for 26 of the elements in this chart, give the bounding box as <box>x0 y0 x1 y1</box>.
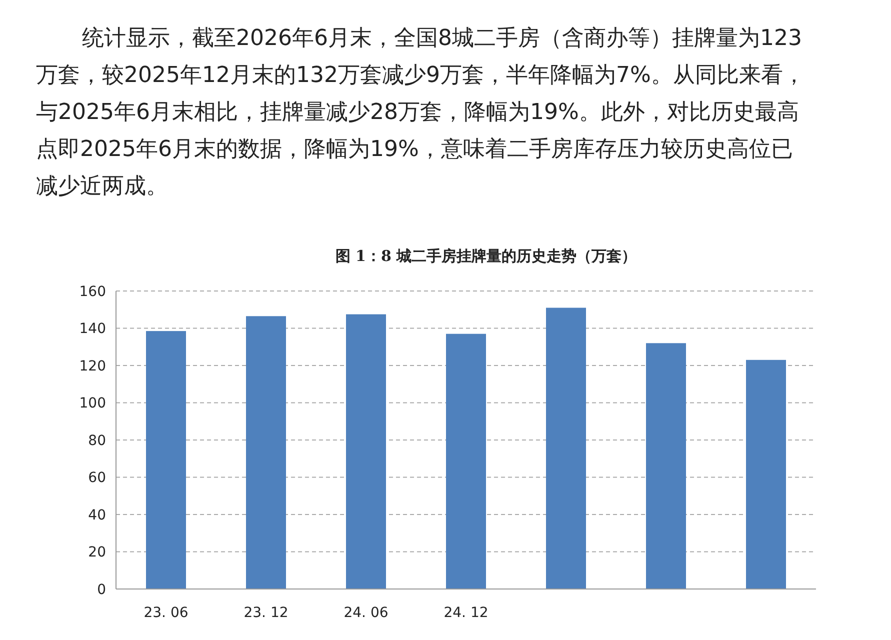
bar <box>146 331 186 589</box>
y-tick-label: 80 <box>88 432 106 449</box>
text: 减少近两成。 <box>36 174 168 199</box>
x-tick-label: 24. 12 <box>444 605 488 621</box>
x-tick-label: 23. 06 <box>144 605 188 621</box>
bar <box>646 343 686 589</box>
y-tick-label: 120 <box>79 358 106 374</box>
y-tick-label: 40 <box>88 507 106 524</box>
x-tick-label: 23. 12 <box>244 605 288 621</box>
bar <box>246 316 286 589</box>
bar <box>446 334 486 589</box>
text: 万套，较2025年12月末的132万套减少9万套，半年降幅为7%。从同比来看， <box>36 63 805 88</box>
x-tick-label: 24. 06 <box>344 605 388 621</box>
text: 统计显示，截至2026年6月末，全国8城二手房（含商办等）挂牌量为123 <box>82 26 802 51</box>
text: 点即2025年6月末的数据，降幅为19%，意味着二手房库存压力较历史高位已 <box>36 137 793 162</box>
bar <box>546 308 586 589</box>
y-tick-label: 140 <box>79 321 106 338</box>
y-tick-label: 60 <box>88 470 106 486</box>
text: 与2025年6月末相比，挂牌量减少28万套，降幅为19%。此外，对比历史最高 <box>36 100 799 125</box>
y-tick-label: 100 <box>79 396 106 412</box>
y-tick-label: 20 <box>88 544 106 561</box>
chart-title: 图 1：8 城二手房挂牌量的历史走势（万套） <box>335 247 637 265</box>
bar <box>746 360 786 589</box>
bar <box>346 314 386 589</box>
y-tick-label: 160 <box>79 284 106 300</box>
y-tick-label: 0 <box>97 582 106 598</box>
